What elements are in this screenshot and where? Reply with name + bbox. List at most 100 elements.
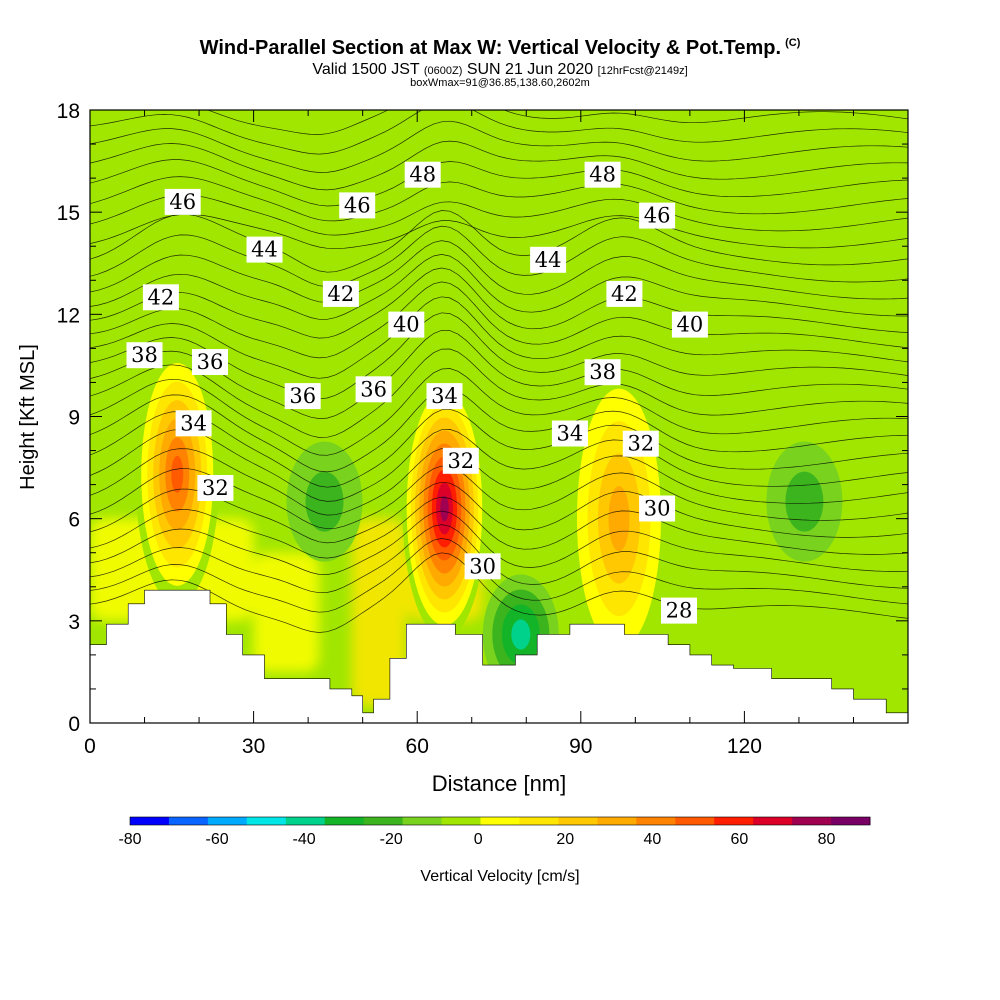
plot-area: 46 44 42 38 36 34 32 48 46 42 40 36 36 34 32 30 48 46 44 42…: [90, 110, 908, 723]
isentrope-label-3: 38: [126, 342, 163, 369]
colorbar-swatch: [831, 817, 871, 825]
isentrope-label-text: 46: [644, 204, 671, 228]
isentrope-label-text: 42: [611, 282, 638, 306]
colorbar-swatch: [519, 817, 559, 825]
colorbar-swatch: [558, 817, 598, 825]
isentrope-label-5: 34: [175, 410, 212, 437]
colorbar-swatch: [324, 817, 365, 825]
isentrope-label-text: 30: [644, 497, 671, 521]
chart-title: Wind-Parallel Section at Max W: Vertical…: [0, 37, 1000, 60]
isentrope-label-18: 44: [530, 246, 567, 273]
colorbar-tick-label: -40: [293, 831, 316, 848]
down-3-level: [785, 471, 824, 532]
colorbar-swatch: [636, 817, 676, 825]
isentrope-label-text: 46: [169, 190, 196, 214]
isentrope-line: [90, 213, 908, 250]
colorbar-swatch: [792, 817, 832, 825]
isentrope-line: [90, 140, 908, 191]
colorbar-swatch: [402, 817, 442, 825]
isentrope-label-4: 36: [192, 349, 228, 375]
colorbar-tick-label: 20: [556, 831, 574, 848]
colorbar-swatch: [363, 817, 404, 825]
y-tick-label: 18: [57, 100, 80, 123]
x-axis: 0 30 60 90 120: [84, 110, 909, 758]
isentrope-line: [90, 496, 908, 559]
isentrope-label-text: 42: [148, 285, 175, 309]
isentrope-label-text: 30: [469, 554, 496, 578]
field-band-12: [253, 552, 320, 672]
valid-time: Valid 1500 JST: [312, 61, 420, 78]
isentrope-line: [90, 448, 908, 516]
y-tick-label: 6: [68, 509, 80, 532]
isentrope-label-text: 46: [344, 193, 371, 217]
isentrope-line: [206, 110, 908, 135]
x-tick-label: 30: [242, 735, 265, 758]
y-tick-label: 12: [57, 304, 80, 327]
x-tick-label: 90: [569, 735, 592, 758]
field-band-10: [837, 348, 898, 451]
colorbar-swatch: [207, 817, 248, 825]
isentrope-label-text: 40: [677, 313, 704, 337]
isentrope-label-11: 36: [284, 383, 321, 410]
box-info: boxWmax=91@36.85,138.60,2602m: [410, 77, 590, 89]
isentrope-label-20: 40: [671, 311, 708, 338]
chart-subtitle: Valid 1500 JST (0600Z) SUN 21 Jun 2020 […: [0, 61, 1000, 79]
x-axis-label: Distance [nm]: [432, 771, 567, 796]
colorbar-tick-label: -80: [118, 831, 141, 848]
colorbar-swatch: [441, 817, 481, 825]
isentropes: [90, 110, 908, 633]
isentrope-line: [90, 240, 908, 303]
isentrope-label-text: 36: [289, 384, 316, 408]
x-tick-label: 60: [406, 735, 429, 758]
field-band-6: [548, 110, 614, 315]
isentrope-label-24: 30: [639, 495, 676, 522]
colorbar-swatch: [675, 817, 715, 825]
isentrope-line: [90, 254, 908, 320]
isentrope-line: [90, 296, 908, 379]
isentrope-line: [90, 329, 908, 419]
isentrope-label-text: 48: [409, 163, 436, 187]
isentrope-line: [90, 408, 908, 488]
field-band-8: [722, 314, 767, 417]
isentrope-label-23: 32: [622, 430, 659, 457]
x-tick-label: 0: [84, 735, 96, 758]
copyright-mark: (C): [785, 37, 801, 50]
valid-date: SUN 21 Jun 2020: [466, 61, 594, 78]
isentrope-line: [90, 176, 908, 222]
isentrope-label-text: 44: [535, 248, 562, 272]
colorbar-swatch: [246, 817, 287, 825]
core-2-level: [440, 495, 449, 522]
colorbar-swatch: [753, 817, 793, 825]
isentrope-label-text: 28: [666, 599, 693, 623]
colorbar-tick-label: 0: [474, 831, 483, 848]
colorbar-tick-label: -20: [380, 831, 403, 848]
core-1: [135, 344, 220, 605]
isentrope-line: [90, 348, 908, 438]
y-tick-label: 3: [68, 611, 80, 634]
colorbar-swatch: [168, 817, 209, 825]
isentrope-line: [90, 552, 908, 633]
core-2: [402, 378, 487, 639]
isentrope-line: [90, 267, 908, 339]
isentrope-label-text: 38: [131, 343, 158, 367]
isentrope-label-text: 34: [431, 384, 458, 408]
isentrope-label-22: 34: [551, 420, 588, 447]
isentrope-label-21: 38: [584, 359, 621, 386]
isentrope-line: [90, 388, 908, 473]
isentrope-label-2: 42: [142, 284, 179, 311]
down-2-level: [305, 471, 344, 532]
colorbar-swatch: [597, 817, 637, 825]
y-tick-label: 9: [68, 407, 80, 430]
core-1-level: [171, 455, 184, 493]
isentrope-label-7: 48: [404, 161, 441, 188]
isentrope-label-9: 42: [322, 280, 359, 307]
isentrope-label-13: 34: [426, 383, 463, 410]
valid-utc: (0600Z): [423, 65, 463, 77]
isentrope-label-text: 36: [360, 377, 387, 401]
isentrope-line: [90, 481, 908, 544]
isentrope-label-text: 42: [328, 282, 355, 306]
isentrope-labels: 46 44 42 38 36 34 32 48 46 42 40 36 36 34 32 30 48 46 44 42…: [126, 161, 708, 624]
field-band-7: [635, 246, 701, 417]
isentrope-line: [90, 194, 908, 236]
